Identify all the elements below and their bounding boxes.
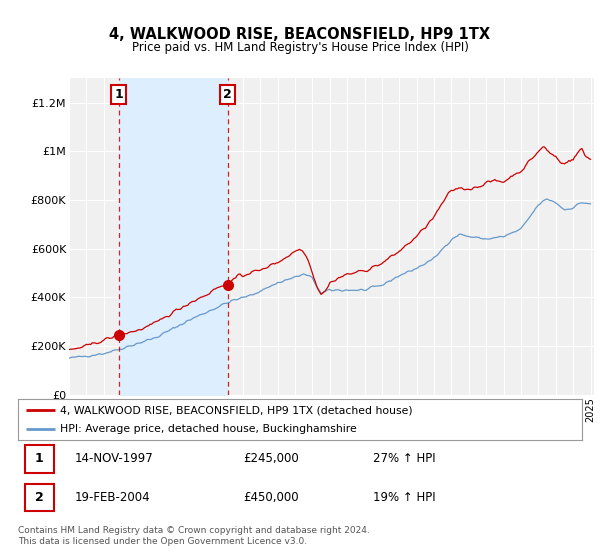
Text: 27% ↑ HPI: 27% ↑ HPI [373,452,436,465]
Text: 4, WALKWOOD RISE, BEACONSFIELD, HP9 1TX (detached house): 4, WALKWOOD RISE, BEACONSFIELD, HP9 1TX … [60,405,413,415]
Text: 2: 2 [35,491,44,504]
Text: Contains HM Land Registry data © Crown copyright and database right 2024.
This d: Contains HM Land Registry data © Crown c… [18,526,370,546]
Text: 14-NOV-1997: 14-NOV-1997 [74,452,153,465]
Text: HPI: Average price, detached house, Buckinghamshire: HPI: Average price, detached house, Buck… [60,424,357,433]
Text: 1: 1 [35,452,44,465]
Text: £245,000: £245,000 [244,452,299,465]
Text: 1: 1 [115,88,123,101]
Text: Price paid vs. HM Land Registry's House Price Index (HPI): Price paid vs. HM Land Registry's House … [131,40,469,54]
Text: 2: 2 [223,88,232,101]
FancyBboxPatch shape [25,484,54,511]
Text: 19% ↑ HPI: 19% ↑ HPI [373,491,436,504]
Text: 4, WALKWOOD RISE, BEACONSFIELD, HP9 1TX: 4, WALKWOOD RISE, BEACONSFIELD, HP9 1TX [109,27,491,42]
Text: £450,000: £450,000 [244,491,299,504]
Text: 19-FEB-2004: 19-FEB-2004 [74,491,150,504]
FancyBboxPatch shape [25,445,54,473]
